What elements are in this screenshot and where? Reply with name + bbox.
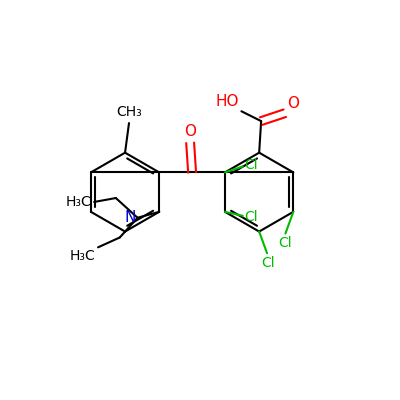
Text: O: O [184, 124, 196, 139]
Text: Cl: Cl [278, 236, 292, 250]
Text: H₃C: H₃C [65, 195, 91, 209]
Text: Cl: Cl [261, 256, 275, 270]
Text: Cl: Cl [245, 210, 258, 224]
Text: H₃C: H₃C [69, 249, 95, 263]
Text: Cl: Cl [245, 158, 258, 172]
Text: CH₃: CH₃ [116, 105, 142, 119]
Text: N: N [124, 210, 136, 225]
Text: O: O [287, 96, 299, 111]
Text: HO: HO [216, 94, 240, 109]
